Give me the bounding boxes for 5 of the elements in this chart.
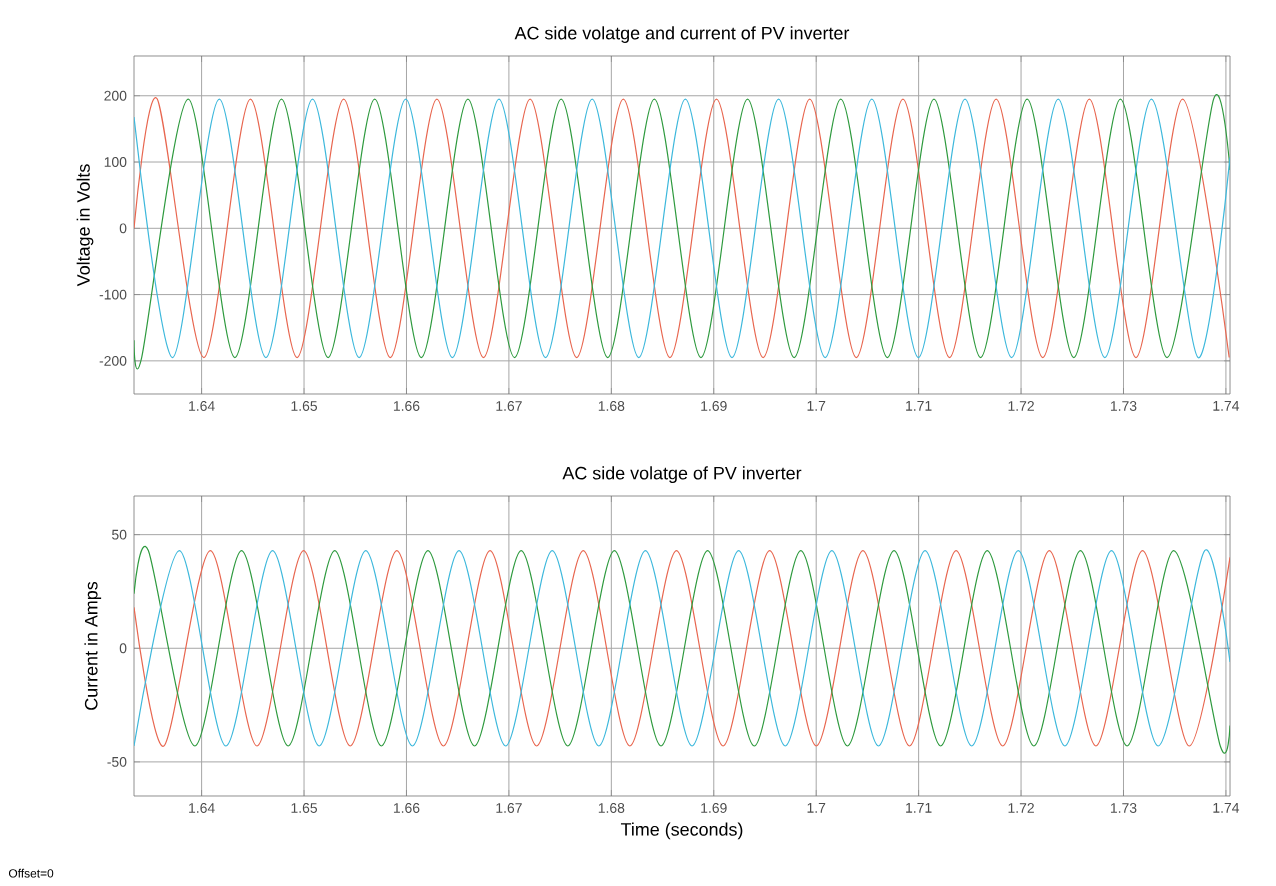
- y-axis-title: Current in Amps: [84, 581, 102, 710]
- y-axis-title: Voltage in Volts: [76, 164, 94, 287]
- x-axis-title: Time (seconds): [620, 822, 743, 840]
- chart-title: AC side volatge of PV inverter: [562, 466, 802, 483]
- chart-title: AC side volatge and current of PV inverter: [514, 26, 850, 43]
